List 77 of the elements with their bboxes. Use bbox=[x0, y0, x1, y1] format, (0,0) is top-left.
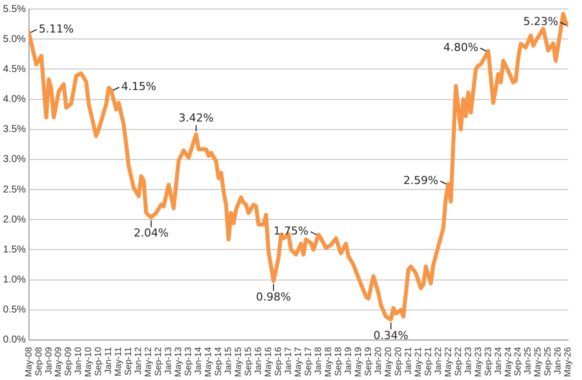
x-tick-label: May-17 bbox=[292, 346, 303, 378]
x-tick-label: Sep-16 bbox=[273, 346, 284, 376]
x-tick-label: Jan-16 bbox=[253, 346, 264, 375]
x-tick-label: Jan-12 bbox=[133, 346, 144, 375]
x-tick-label: Jan-17 bbox=[282, 346, 293, 375]
x-tick-label: Jan-24 bbox=[492, 346, 503, 375]
y-tick-label: 3.5% bbox=[2, 124, 26, 136]
x-tick-label: May-20 bbox=[382, 346, 393, 378]
x-tick-label: May-13 bbox=[173, 346, 184, 378]
x-tick-label: May-12 bbox=[143, 346, 154, 378]
x-tick-label: Sep-14 bbox=[213, 346, 224, 376]
x-tick-label: May-14 bbox=[203, 346, 214, 378]
x-tick-label: May-23 bbox=[472, 346, 483, 378]
x-tick-label: Sep-08 bbox=[33, 346, 44, 376]
annotation: 1.75% bbox=[274, 224, 308, 238]
annotation: 4.80% bbox=[443, 40, 478, 54]
annotation: 5.23% bbox=[523, 15, 558, 28]
y-tick-label: 2.0% bbox=[2, 214, 26, 226]
x-tick-label: Sep-20 bbox=[392, 346, 403, 376]
x-tick-label: Sep-15 bbox=[243, 346, 254, 376]
x-tick-label: Sep-25 bbox=[542, 346, 553, 376]
x-tick-label: Sep-19 bbox=[362, 346, 373, 376]
annotation: 5.11% bbox=[38, 22, 74, 36]
x-tick-label: Sep-10 bbox=[93, 346, 104, 376]
x-tick-label: Sep-13 bbox=[183, 346, 194, 376]
annotation: 3.42% bbox=[178, 112, 214, 125]
x-tick-label: Sep-09 bbox=[63, 346, 74, 376]
x-tick-label: Sep-17 bbox=[302, 346, 313, 376]
x-tick-label: May-22 bbox=[442, 346, 453, 378]
x-tick-label: May-19 bbox=[352, 346, 363, 378]
x-tick-label: Jan-25 bbox=[522, 346, 533, 375]
annotation: 2.59% bbox=[403, 174, 438, 187]
x-tick-label: Jan-09 bbox=[43, 346, 54, 375]
x-tick-label: May-21 bbox=[412, 346, 423, 378]
x-tick-label: Jan-21 bbox=[402, 346, 413, 375]
annotation: 0.34% bbox=[373, 328, 408, 342]
y-tick-label: 3.0% bbox=[2, 154, 26, 166]
x-tick-label: Jan-13 bbox=[163, 346, 174, 375]
x-tick-label: Sep-18 bbox=[332, 346, 343, 376]
x-tick-label: May-16 bbox=[263, 346, 274, 378]
y-tick-label: 1.0% bbox=[2, 274, 26, 286]
x-tick-label: Sep-22 bbox=[452, 346, 463, 376]
x-tick-label: Jan-14 bbox=[193, 346, 204, 375]
x-tick-label: Jan-19 bbox=[342, 346, 353, 375]
x-tick-label: May-15 bbox=[233, 346, 244, 378]
x-tick-label: Sep-11 bbox=[123, 346, 134, 376]
x-tick-label: Sep-24 bbox=[512, 346, 523, 376]
x-tick-label: May-08 bbox=[23, 346, 34, 378]
y-tick-label: 4.0% bbox=[2, 94, 26, 106]
x-tick-label: May-18 bbox=[322, 346, 333, 378]
x-tick-label: May-11 bbox=[113, 346, 124, 376]
y-tick-label: 5.5% bbox=[2, 4, 26, 15]
x-tick-label: Sep-12 bbox=[153, 346, 164, 376]
x-tick-label: Sep-21 bbox=[422, 346, 433, 376]
x-tick-label: Jan-20 bbox=[372, 346, 383, 375]
annotation: 2.04% bbox=[134, 226, 169, 240]
x-tick-label: May-25 bbox=[532, 346, 543, 378]
y-tick-label: 4.5% bbox=[2, 64, 26, 75]
annotation: 4.15% bbox=[121, 80, 156, 94]
x-tick-label: May-24 bbox=[502, 346, 513, 378]
y-tick-label: 5.0% bbox=[2, 34, 26, 45]
x-tick-label: Jan-23 bbox=[462, 346, 473, 375]
x-tick-label: Sep-23 bbox=[482, 346, 493, 376]
y-tick-label: 1.5% bbox=[2, 244, 26, 256]
x-tick-label: May-26 bbox=[562, 346, 573, 378]
y-tick-label: 0.5% bbox=[2, 304, 26, 316]
x-tick-label: Jan-22 bbox=[432, 346, 443, 375]
x-tick-label: Jan-11 bbox=[103, 346, 114, 374]
x-tick-label: May-10 bbox=[83, 346, 94, 378]
annotation: 0.98% bbox=[256, 290, 291, 304]
y-tick-label: 2.5% bbox=[2, 184, 26, 196]
x-tick-label: Jan-18 bbox=[312, 346, 323, 375]
x-tick-label: Jan-15 bbox=[223, 346, 234, 375]
x-tick-label: Jan-10 bbox=[73, 346, 84, 375]
x-tick-label: Jan-26 bbox=[552, 346, 563, 375]
y-tick-label: 0.0% bbox=[2, 334, 26, 346]
x-tick-label: May-09 bbox=[53, 346, 64, 378]
